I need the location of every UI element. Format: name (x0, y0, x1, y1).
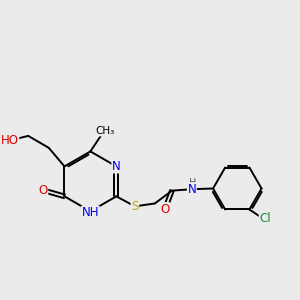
Text: O: O (38, 184, 48, 197)
Text: N: N (112, 160, 121, 173)
Text: O: O (160, 203, 170, 216)
Text: N: N (188, 183, 196, 196)
Text: H: H (189, 178, 196, 188)
Text: CH₃: CH₃ (95, 126, 114, 136)
Text: Cl: Cl (259, 212, 271, 225)
Text: S: S (131, 200, 139, 213)
Text: HO: HO (1, 134, 19, 147)
Text: NH: NH (82, 206, 99, 219)
